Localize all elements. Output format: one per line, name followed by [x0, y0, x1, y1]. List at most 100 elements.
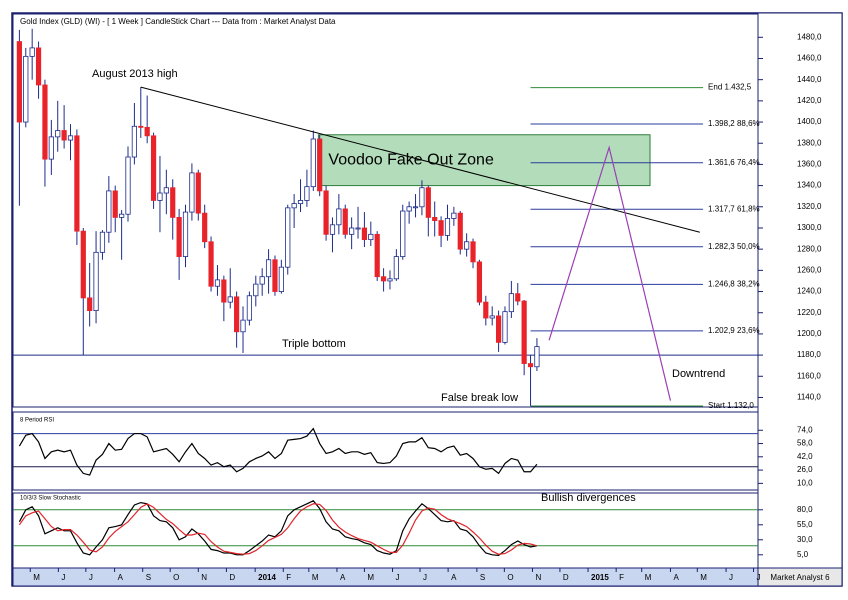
candle-body — [495, 315, 502, 343]
candle-body — [368, 233, 374, 241]
x-tick-label: J — [757, 573, 761, 582]
fib-label: End 1.432,5 — [708, 83, 752, 92]
y-tick-label: 26,0 — [797, 465, 813, 474]
x-tick-label: S — [480, 573, 485, 582]
trendline — [140, 86, 700, 233]
x-tick-label: M — [312, 573, 319, 582]
candle-body — [285, 207, 291, 268]
candle-body — [227, 296, 233, 303]
y-tick-label: 1460,0 — [797, 54, 822, 63]
candle-body — [163, 187, 169, 194]
candle-body — [214, 279, 221, 287]
candle-body — [35, 47, 42, 86]
candle-body — [16, 41, 22, 123]
annotation: Downtrend — [672, 368, 725, 380]
candle-body — [131, 125, 137, 158]
y-tick-label: 30,0 — [797, 535, 813, 544]
candle-body — [234, 296, 240, 333]
y-tick-label: 1480,0 — [797, 32, 822, 41]
candle-body — [87, 297, 93, 312]
candle-body — [489, 315, 495, 319]
candle-body — [93, 251, 99, 312]
zone-label: Voodoo Fake Out Zone — [328, 151, 494, 168]
candle-body — [157, 192, 163, 201]
candle-body — [150, 135, 157, 201]
candle-body — [355, 227, 361, 230]
fib-label: 1.317,7 61,8% — [708, 204, 760, 213]
fib-label: 1.246,8 38,2% — [708, 279, 760, 288]
x-tick-label: M — [367, 573, 374, 582]
candle-body — [349, 227, 355, 235]
candle-body — [521, 300, 527, 364]
x-tick-label: A — [673, 573, 679, 582]
x-tick-label: J — [89, 573, 93, 582]
y-tick-label: 1140,0 — [797, 393, 821, 402]
candle-body — [412, 206, 419, 209]
x-tick-label: S — [146, 573, 151, 582]
candle-body — [42, 84, 48, 160]
candle-body — [125, 156, 131, 215]
indicator-line — [18, 503, 538, 555]
candle-body — [259, 276, 265, 285]
x-tick-label: 2015 — [591, 573, 609, 582]
y-tick-label: 1260,0 — [797, 265, 822, 274]
candle-body — [515, 293, 521, 302]
candle-body — [534, 346, 540, 368]
y-tick-label: 5,0 — [797, 550, 809, 559]
panel-title: 8 Period RSI — [20, 418, 54, 424]
candle-body — [99, 231, 106, 253]
y-tick-label: 1380,0 — [797, 138, 822, 147]
candle-body — [208, 241, 214, 287]
candle-body — [457, 212, 463, 250]
candle-body — [291, 203, 297, 209]
candle-body — [310, 138, 316, 188]
annotation: Bullish divergences — [541, 492, 636, 504]
candle-body — [297, 200, 304, 205]
candle-body — [74, 135, 80, 232]
candle-body — [406, 206, 412, 212]
panel — [12, 411, 759, 491]
candle-body — [189, 172, 195, 213]
candle-body — [317, 138, 323, 192]
y-tick-label: 1400,0 — [797, 117, 822, 126]
candle-body — [106, 190, 112, 233]
y-tick-label: 1240,0 — [797, 287, 822, 296]
projection — [548, 145, 672, 401]
y-tick-label: 1200,0 — [797, 329, 822, 338]
y-tick-label: 1300,0 — [797, 223, 822, 232]
candle-body — [342, 208, 348, 235]
y-tick-label: 1220,0 — [797, 308, 822, 317]
candle-body — [387, 278, 393, 282]
panel — [12, 13, 759, 408]
panel — [12, 492, 759, 569]
x-tick-label: J — [423, 573, 427, 582]
y-tick-label: 1420,0 — [797, 96, 822, 105]
y-tick-label: 10,0 — [797, 478, 813, 487]
candle-body — [246, 295, 253, 321]
candle-body — [278, 266, 284, 292]
x-tick-label: M — [33, 573, 40, 582]
candle-body — [221, 279, 227, 303]
candle-body — [419, 187, 425, 208]
fib-label: Start 1.132,0 — [708, 401, 754, 410]
y-tick-label: 55,0 — [797, 520, 813, 529]
candle-body — [112, 190, 118, 218]
x-tick-label: J — [396, 573, 400, 582]
candle-body — [202, 212, 208, 243]
y-tick-label: 1320,0 — [797, 202, 822, 211]
y-tick-label: 1340,0 — [797, 181, 822, 190]
candle-body — [253, 283, 259, 297]
candle-body — [119, 213, 125, 218]
candle-body — [476, 261, 483, 303]
candle-body — [400, 210, 406, 257]
candle-body — [67, 135, 74, 141]
candle-body — [61, 130, 67, 141]
candle-body — [438, 220, 444, 236]
footer: Market Analyst 6 — [770, 573, 830, 582]
candle-body — [170, 187, 176, 218]
fib-label: 1.361,6 76,4% — [708, 158, 760, 167]
annotation: August 2013 high — [92, 68, 178, 80]
x-tick-label: F — [286, 573, 291, 582]
